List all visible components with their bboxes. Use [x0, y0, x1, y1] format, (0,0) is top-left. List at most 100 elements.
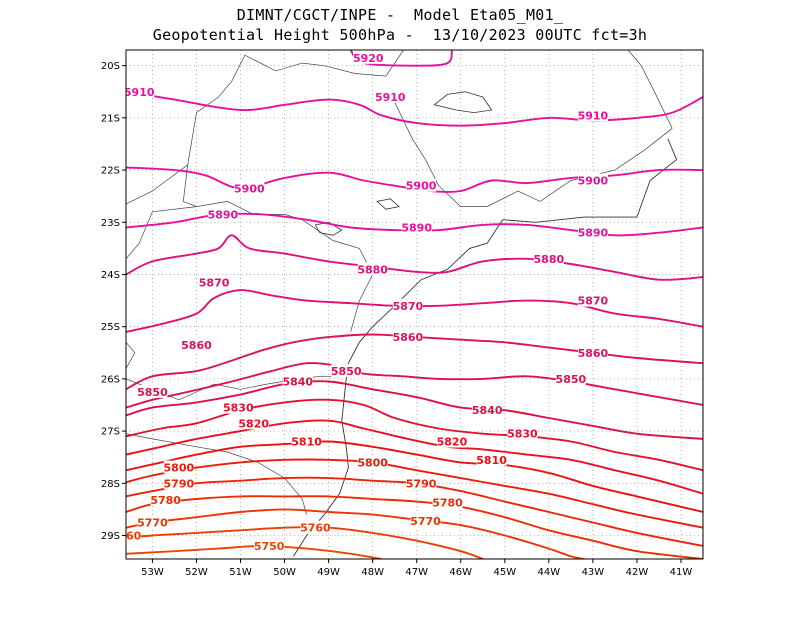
- contour-label: 5860: [181, 339, 212, 352]
- contour-label-bg: [392, 298, 423, 312]
- contour-label-bg: [406, 178, 437, 192]
- lon-tick-label: 41W: [670, 567, 693, 578]
- contour-label: 5900: [578, 175, 609, 188]
- contour-label: 5840: [472, 404, 503, 417]
- state-border: [182, 164, 374, 332]
- contour-label: 5810: [291, 436, 322, 449]
- lon-tick-label: 53W: [141, 567, 164, 578]
- contour-5810: [126, 440, 703, 513]
- contour-label-bg: [375, 89, 406, 103]
- contour-label-bg: [577, 225, 608, 239]
- contour-label: 5910: [375, 91, 406, 104]
- contour-label: 5880: [357, 263, 388, 276]
- contour-label: 5750: [254, 540, 285, 553]
- contour-label-bg: [507, 426, 538, 440]
- contour-label: 5830: [223, 402, 254, 415]
- coastline: [502, 138, 678, 223]
- contour-label-bg: [357, 455, 388, 469]
- contour-label: 5760: [300, 522, 331, 535]
- contour-label-bg: [163, 476, 194, 490]
- contour-5850: [126, 362, 703, 409]
- map-title-line-2: Geopotential Height 500hPa - 13/10/2023 …: [152, 26, 648, 44]
- contour-label-bg: [533, 251, 564, 265]
- lon-tick-label: 52W: [185, 567, 208, 578]
- contour-label-bg: [406, 476, 437, 490]
- contour-label-bg: [353, 50, 384, 64]
- contour-5820: [126, 419, 703, 495]
- contour-label: 5820: [238, 417, 269, 430]
- contour-label: 5780: [432, 497, 463, 510]
- contour-label-bg: [577, 345, 608, 359]
- lat-tick-label: 27S: [101, 427, 120, 438]
- contour-label: 5850: [556, 373, 587, 386]
- contour-label: 5910: [124, 86, 155, 99]
- plot-frame: [125, 49, 704, 560]
- contour-label: 5880: [534, 253, 565, 266]
- lat-tick-label: 28S: [101, 479, 120, 490]
- contour-label: 5860: [578, 347, 609, 360]
- contour-label-bg: [150, 493, 181, 507]
- lat-tick-label: 22S: [101, 166, 120, 177]
- contour-label-bg: [436, 434, 467, 448]
- contour-label-bg: [234, 181, 265, 195]
- lon-tick-label: 44W: [538, 567, 561, 578]
- lat-tick-label: 20S: [101, 61, 120, 72]
- lat-tick-label: 24S: [101, 270, 120, 281]
- contour-label: 5790: [164, 477, 195, 490]
- contour-label-bg: [357, 262, 388, 276]
- contour-label: 5920: [353, 52, 384, 65]
- map-title-line-1: DIMNT/CGCT/INPE - Model Eta05_M01_: [236, 6, 564, 24]
- contour-label-bg: [401, 220, 432, 234]
- contour-5910: [126, 90, 703, 127]
- contour-5780: [126, 495, 703, 559]
- contour-label-bg: [282, 374, 313, 388]
- contour-label: 5870: [578, 295, 609, 308]
- lat-tick-label: 29S: [101, 531, 120, 542]
- contour-label-bg: [223, 400, 254, 414]
- contour-5870: [126, 289, 703, 333]
- contour-label-bg: [207, 207, 238, 221]
- contour-label: 5900: [406, 180, 437, 193]
- lon-tick-label: 47W: [405, 567, 428, 578]
- contour-label: 5910: [578, 109, 609, 122]
- contour-labels: 5920 5910 5910 5910 5900 5900 5900 5890 5890 5890…: [111, 50, 609, 553]
- contour-label: 5890: [578, 227, 609, 240]
- lon-tick-label: 45W: [493, 567, 516, 578]
- contour-label-bg: [577, 108, 608, 122]
- contour-label: 5850: [331, 365, 362, 378]
- contour-5770: [126, 508, 586, 559]
- contour-label: 5830: [507, 428, 538, 441]
- contour-label: 5870: [393, 300, 424, 313]
- contour-label-bg: [181, 337, 212, 351]
- contour-label-bg: [126, 528, 141, 542]
- contour-label: 5890: [208, 208, 239, 221]
- contour-label: 5810: [476, 454, 507, 467]
- contour-label-bg: [432, 495, 463, 509]
- contour-label: 5790: [406, 477, 437, 490]
- lat-tick-label: 21S: [101, 113, 120, 124]
- contour-label-bg: [137, 515, 168, 529]
- contour-label: 5780: [150, 494, 181, 507]
- contour-label: 5860: [393, 331, 424, 344]
- contour-5880: [126, 234, 703, 281]
- contour-label-bg: [126, 84, 155, 98]
- contour-label: 5800: [164, 462, 195, 475]
- contour-label: 5760: [111, 530, 142, 543]
- state-border: [394, 102, 673, 207]
- contour-label: 5820: [437, 436, 468, 449]
- contour-label-bg: [410, 513, 441, 527]
- contour-label-bg: [291, 434, 322, 448]
- contour-label: 5770: [410, 515, 441, 528]
- reservoir-outline: [376, 198, 400, 210]
- contour-label: 5840: [282, 376, 313, 389]
- lon-tick-label: 51W: [229, 567, 252, 578]
- contour-label: 5870: [199, 276, 230, 289]
- contour-label-bg: [137, 384, 168, 398]
- contour-label: 5850: [137, 386, 168, 399]
- lon-tick-label: 42W: [626, 567, 649, 578]
- contour-label-bg: [163, 460, 194, 474]
- axes: 20S 21S 22S 23S 24S 25S 26S 27S 28S 29S 53W 52W 51W 5…: [101, 61, 692, 578]
- contour-5840: [126, 380, 703, 440]
- contour-label: 5770: [137, 516, 168, 529]
- contour-label-bg: [392, 330, 423, 344]
